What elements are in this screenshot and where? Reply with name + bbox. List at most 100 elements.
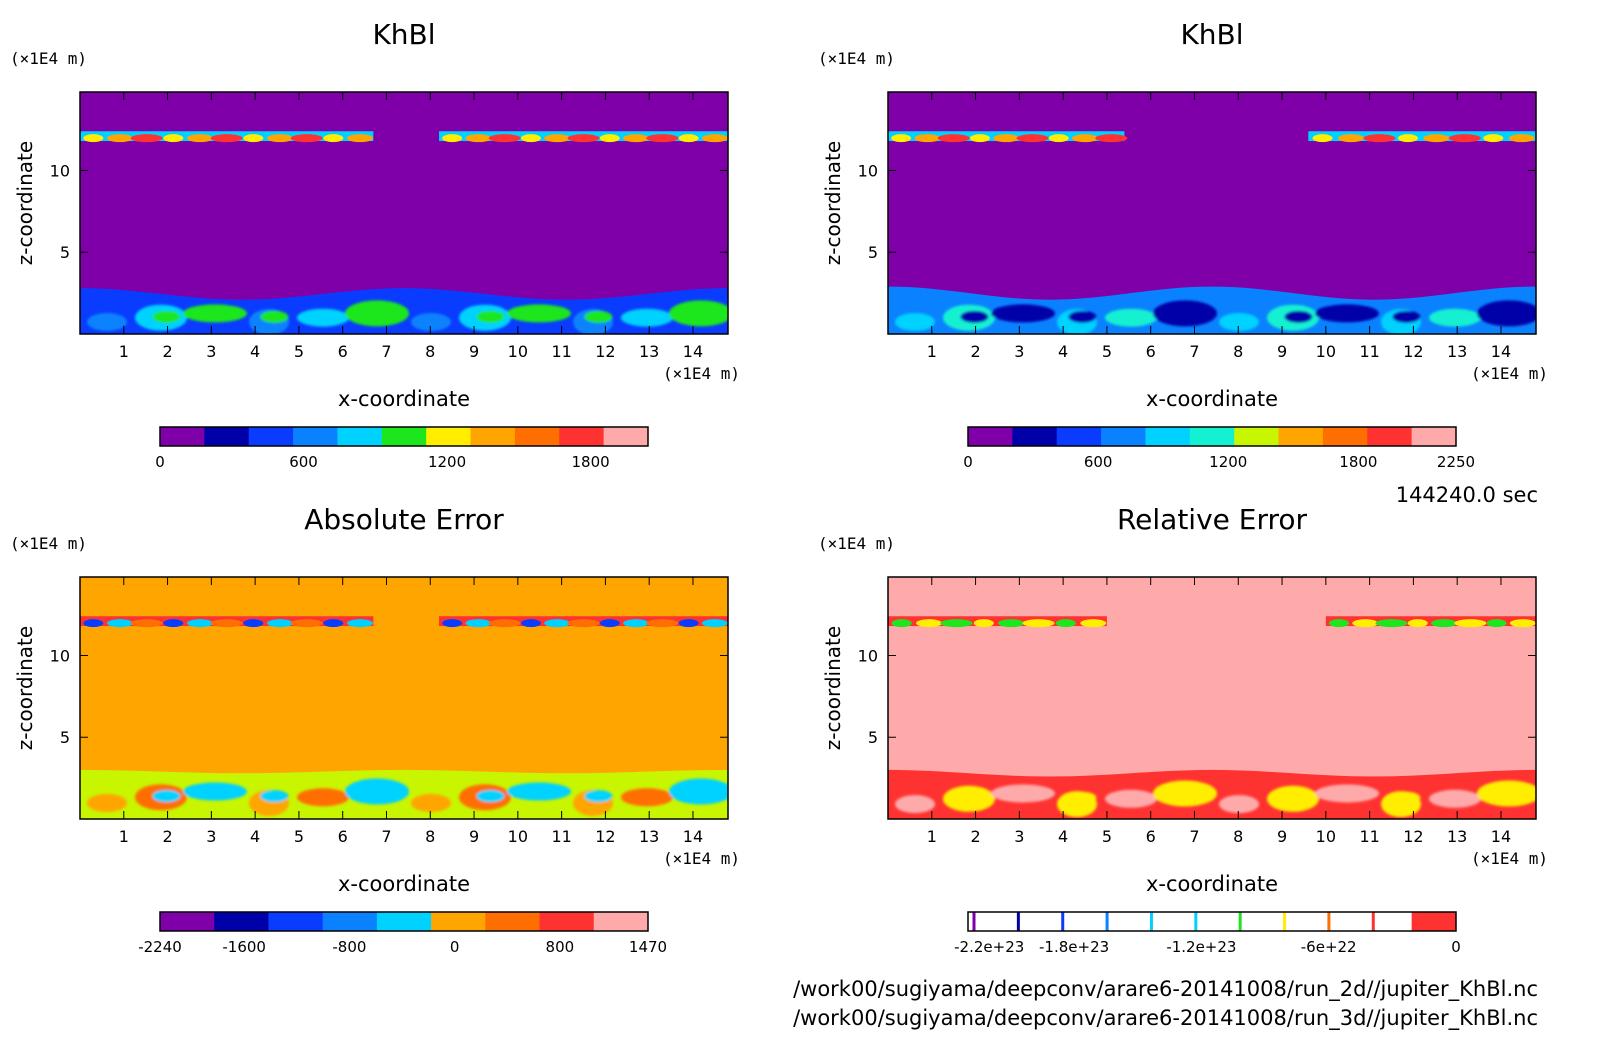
colorbar-swatch: [293, 427, 338, 446]
lower-layer-cell: [411, 793, 451, 812]
x-tick-label: 7: [1189, 827, 1199, 846]
upper-band-cell: [567, 134, 600, 143]
x-tick-label: 13: [639, 827, 659, 846]
x-tick-label: 11: [1359, 342, 1379, 361]
colorbar-swatch: [1278, 912, 1323, 931]
lower-layer-core: [476, 310, 505, 323]
x-tick-label: 5: [1102, 827, 1112, 846]
colorbar-tick-label: 1200: [1209, 453, 1247, 471]
upper-band-cell: [1055, 619, 1076, 628]
upper-band-cell: [210, 619, 243, 628]
x-tick-label: 11: [551, 827, 571, 846]
colorbar-tick-label: -1600: [222, 938, 266, 956]
upper-band-cell: [83, 619, 104, 628]
lower-layer-structure: [87, 778, 728, 816]
chart-title: Absolute Error: [304, 503, 504, 536]
lower-layer-cell: [1105, 789, 1157, 808]
x-tick-label: 13: [639, 342, 659, 361]
lower-layer-cell: [1315, 304, 1379, 323]
x-tick-label: 6: [338, 827, 348, 846]
colorbar-tick-label: 600: [1084, 453, 1113, 471]
x-tick-label: 6: [1146, 827, 1156, 846]
upper-band-2: [439, 616, 728, 628]
upper-band-cell: [1454, 619, 1487, 628]
upper-band-base: [1325, 616, 1536, 627]
lower-layer-cell: [87, 312, 127, 331]
colorbar-swatch: [470, 427, 516, 446]
upper-band-cell: [1486, 619, 1507, 628]
lower-layer-structure: [87, 300, 728, 334]
upper-band-cell: [1072, 134, 1099, 143]
lower-layer-structure: [895, 300, 1536, 334]
plot-area: [80, 577, 728, 819]
upper-band-2: [1308, 131, 1536, 143]
upper-band-1: [80, 616, 374, 628]
lower-layer-core: [368, 790, 397, 803]
x-tick-label: 8: [425, 827, 435, 846]
x-tick-label: 12: [1403, 827, 1423, 846]
x-axis-unit: (×1E4 m): [1471, 849, 1548, 868]
colorbar-tick-label: 1800: [571, 453, 609, 471]
upper-band-cell: [1095, 134, 1128, 143]
upper-band-cell: [465, 619, 492, 628]
chart-title: KhBl: [372, 18, 435, 51]
x-tick-label: 14: [683, 827, 703, 846]
lower-layer-core: [260, 310, 289, 323]
colorbar-swatch: [248, 427, 294, 446]
upper-band-cell: [290, 134, 323, 143]
colorbar-swatch: [1322, 912, 1368, 931]
colorbar-swatch: [381, 427, 427, 446]
lower-layer-core: [1068, 310, 1097, 323]
upper-band-cell: [1431, 619, 1458, 628]
x-tick-label: 1: [119, 342, 129, 361]
upper-band-cell: [1407, 619, 1428, 628]
lower-layer-core: [1068, 791, 1097, 804]
upper-band-cell: [1508, 134, 1535, 143]
x-tick-label: 3: [1014, 342, 1024, 361]
upper-band-cell: [599, 134, 620, 143]
upper-band-cell: [488, 134, 521, 143]
upper-band-cell: [347, 134, 374, 143]
x-tick-label: 2: [970, 342, 980, 361]
upper-band-cell: [567, 619, 600, 628]
upper-band-cell: [267, 619, 294, 628]
x-tick-label: 9: [1277, 342, 1287, 361]
x-tick-label: 10: [508, 827, 528, 846]
y-tick-label: 10: [50, 161, 70, 180]
colorbar-swatch: [1101, 912, 1146, 931]
colorbar-tick-label: 800: [546, 938, 575, 956]
x-tick-label: 14: [1491, 342, 1511, 361]
upper-band-cell: [323, 619, 344, 628]
lower-layer-cell: [1429, 308, 1481, 327]
y-tick-label: 10: [858, 646, 878, 665]
chart-title: Relative Error: [1117, 503, 1308, 536]
x-tick-label: 1: [927, 827, 937, 846]
x-tick-label: 3: [206, 342, 216, 361]
upper-band-cell: [210, 134, 243, 143]
x-tick-label: 8: [425, 342, 435, 361]
lower-layer-core: [1500, 791, 1529, 804]
lower-layer-core: [1392, 791, 1421, 804]
colorbar-swatch: [1278, 427, 1324, 446]
upper-band-cell: [163, 134, 184, 143]
upper-band-cell: [1048, 134, 1069, 143]
upper-band-cell: [1312, 134, 1333, 143]
upper-band-cell: [243, 134, 264, 143]
colorbar-swatch: [160, 427, 205, 446]
lower-layer-cell: [297, 308, 349, 327]
upper-band-cell: [1448, 134, 1481, 143]
x-tick-label: 2: [970, 827, 980, 846]
colorbar: -2.2e+23 -1.8e+23 -1.2e+23 -6e+22 0: [954, 911, 1461, 956]
x-axis-label: x-coordinate: [1146, 387, 1278, 411]
upper-band-cell: [937, 134, 970, 143]
upper-band-cell: [163, 619, 184, 628]
upper-band-cell: [130, 134, 163, 143]
lower-layer-core: [260, 790, 289, 803]
x-tick-label: 7: [381, 342, 391, 361]
lower-layer-cell: [87, 793, 127, 812]
lower-layer-core: [1500, 310, 1529, 323]
y-axis-unit: (×1E4 m): [818, 534, 895, 553]
lower-layer-cell: [895, 795, 935, 814]
upper-band-cell: [1338, 134, 1365, 143]
